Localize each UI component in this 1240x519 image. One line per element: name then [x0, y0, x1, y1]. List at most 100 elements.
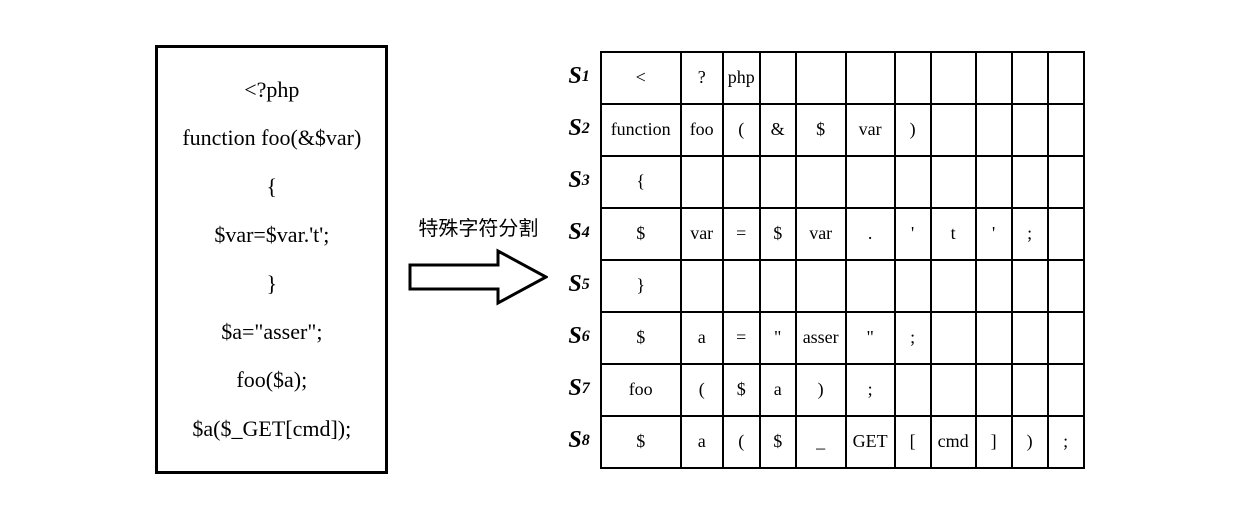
- token-cell: [846, 52, 895, 104]
- token-cell: [760, 260, 796, 312]
- token-cell: a: [681, 416, 723, 468]
- token-cell: ": [846, 312, 895, 364]
- token-cell: var: [796, 208, 846, 260]
- token-cell: [1048, 52, 1084, 104]
- row-label: S4: [568, 207, 593, 259]
- token-cell: $: [601, 208, 681, 260]
- code-line: function foo(&$var): [182, 114, 361, 162]
- token-cell: [1012, 52, 1048, 104]
- token-cell: [1012, 104, 1048, 156]
- token-cell: [976, 104, 1012, 156]
- token-cell: [681, 260, 723, 312]
- token-cell: [1048, 260, 1084, 312]
- token-cell: php: [723, 52, 760, 104]
- arrow-label: 特殊字符分割: [418, 212, 538, 241]
- token-cell: [976, 260, 1012, 312]
- token-cell: [760, 156, 796, 208]
- token-cell: [1012, 364, 1048, 416]
- token-cell: a: [760, 364, 796, 416]
- token-cell: [760, 52, 796, 104]
- token-cell: $: [760, 208, 796, 260]
- code-line: <?php: [182, 66, 361, 114]
- token-cell: ": [760, 312, 796, 364]
- token-cell: ;: [895, 312, 931, 364]
- token-cell: [723, 260, 760, 312]
- token-table-section: S1 S2 S3 S4 S5 S6 S7 S8 <?phpfunctionfoo…: [568, 51, 1084, 469]
- row-label: S1: [568, 51, 593, 103]
- row-label: S3: [568, 155, 593, 207]
- table-row: $var=$var.'t';: [601, 208, 1084, 260]
- token-cell: foo: [681, 104, 723, 156]
- token-cell: cmd: [931, 416, 976, 468]
- token-cell: $: [723, 364, 760, 416]
- token-cell: [976, 364, 1012, 416]
- token-cell: [895, 260, 931, 312]
- token-cell: {: [601, 156, 681, 208]
- diagram-container: <?php function foo(&$var) { $var=$var.'t…: [155, 45, 1084, 474]
- token-cell: $: [760, 416, 796, 468]
- token-cell: .: [846, 208, 895, 260]
- table-row: }: [601, 260, 1084, 312]
- token-cell: [895, 156, 931, 208]
- table-row: $a="asser";: [601, 312, 1084, 364]
- token-cell: foo: [601, 364, 681, 416]
- token-cell: var: [846, 104, 895, 156]
- code-line: $var=$var.'t';: [182, 211, 361, 259]
- token-cell: [723, 156, 760, 208]
- code-line: $a($_GET[cmd]);: [182, 405, 361, 453]
- token-cell: function: [601, 104, 681, 156]
- token-cell: (: [681, 364, 723, 416]
- token-cell: ': [976, 208, 1012, 260]
- token-cell: [846, 260, 895, 312]
- token-cell: [1048, 208, 1084, 260]
- token-cell: &: [760, 104, 796, 156]
- token-cell: GET: [846, 416, 895, 468]
- arrow-icon: [408, 247, 548, 307]
- token-cell: a: [681, 312, 723, 364]
- token-cell: [931, 312, 976, 364]
- token-cell: [796, 156, 846, 208]
- token-cell: [895, 52, 931, 104]
- table-row: $a($_GET[cmd]);: [601, 416, 1084, 468]
- token-cell: [931, 52, 976, 104]
- token-cell: [1012, 312, 1048, 364]
- token-cell: (: [723, 104, 760, 156]
- row-label: S6: [568, 311, 593, 363]
- token-cell: [846, 156, 895, 208]
- table-row: functionfoo(&$var): [601, 104, 1084, 156]
- code-line: $a="asser";: [182, 308, 361, 356]
- token-cell: _: [796, 416, 846, 468]
- token-cell: (: [723, 416, 760, 468]
- token-cell: [1048, 364, 1084, 416]
- token-cell: ): [796, 364, 846, 416]
- token-cell: ': [895, 208, 931, 260]
- token-cell: [681, 156, 723, 208]
- row-label: S2: [568, 103, 593, 155]
- row-label: S8: [568, 415, 593, 467]
- code-line: }: [182, 260, 361, 308]
- source-code-box: <?php function foo(&$var) { $var=$var.'t…: [155, 45, 388, 474]
- token-cell: ]: [976, 416, 1012, 468]
- token-cell: ;: [1048, 416, 1084, 468]
- token-cell: [931, 156, 976, 208]
- token-cell: [895, 364, 931, 416]
- token-cell: [976, 312, 1012, 364]
- table-row: {: [601, 156, 1084, 208]
- token-cell: [1048, 312, 1084, 364]
- token-cell: [931, 260, 976, 312]
- token-cell: $: [601, 416, 681, 468]
- arrow-section: 特殊字符分割: [408, 212, 548, 307]
- code-line: {: [182, 163, 361, 211]
- token-cell: ;: [1012, 208, 1048, 260]
- row-label: S7: [568, 363, 593, 415]
- token-cell: var: [681, 208, 723, 260]
- token-cell: [1012, 260, 1048, 312]
- table-row: foo($a);: [601, 364, 1084, 416]
- token-cell: ;: [846, 364, 895, 416]
- token-cell: [931, 104, 976, 156]
- token-cell: <: [601, 52, 681, 104]
- token-cell: [796, 52, 846, 104]
- code-line: foo($a);: [182, 356, 361, 404]
- token-cell: [976, 52, 1012, 104]
- token-table: <?phpfunctionfoo(&$var){$var=$var.'t';}$…: [600, 51, 1085, 469]
